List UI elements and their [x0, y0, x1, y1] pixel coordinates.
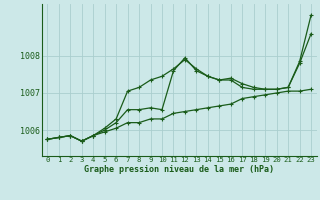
X-axis label: Graphe pression niveau de la mer (hPa): Graphe pression niveau de la mer (hPa): [84, 165, 274, 174]
